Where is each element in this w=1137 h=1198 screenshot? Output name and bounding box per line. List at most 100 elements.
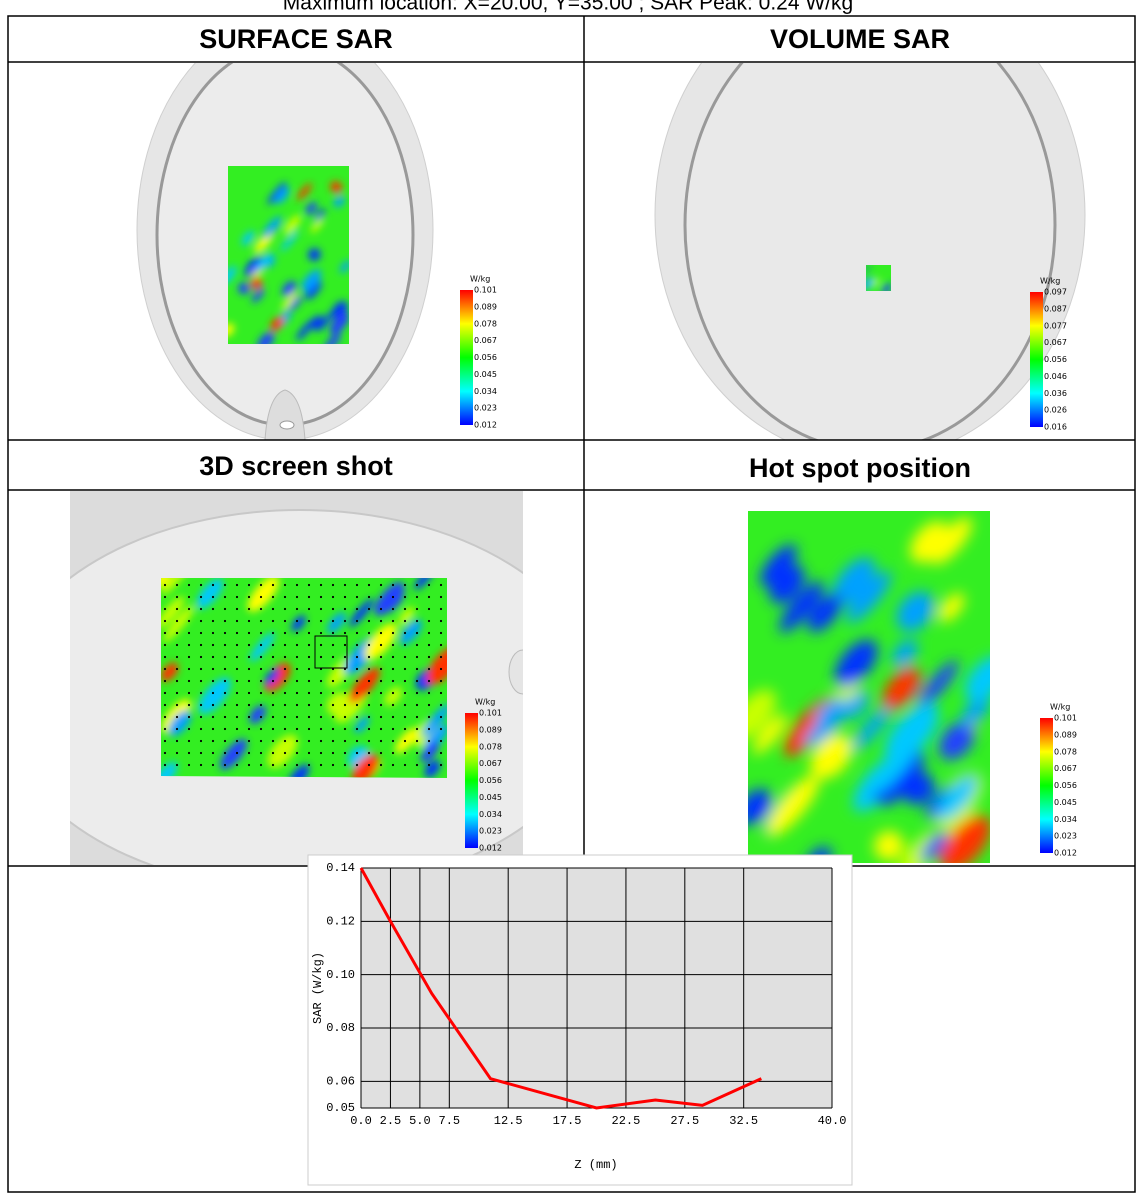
colorbar [1030,292,1043,427]
probe-dot [427,643,431,647]
probe-dot [319,619,323,623]
probe-dot [343,583,347,587]
legend-tick-label: 0.046 [1044,372,1067,381]
map-blob [938,721,975,760]
probe-dot [319,727,323,731]
probe-dot [427,751,431,755]
probe-dot [343,727,347,731]
probe-dot [439,583,443,587]
probe-dot [367,679,371,683]
map-blob [426,646,447,685]
probe-dot [331,655,335,659]
probe-dot [175,631,179,635]
probe-dot [415,703,419,707]
probe-dot [163,679,167,683]
legend-tick-label: 0.012 [1054,849,1077,858]
probe-dot [175,715,179,719]
probe-dot [367,643,371,647]
y-tick-label: 0.12 [326,915,355,929]
probe-dot [331,727,335,731]
probe-dot [247,727,251,731]
map-blob [354,716,370,734]
legend-tick-label: 0.078 [1054,747,1077,756]
probe-dot [223,751,227,755]
probe-dot [175,727,179,731]
map-blob [264,668,279,686]
probe-dot [415,583,419,587]
probe-dot [199,631,203,635]
probe-dot [187,727,191,731]
probe-dot [415,727,419,731]
probe-dot [367,727,371,731]
map-blob [196,578,224,609]
probe-dot [223,739,227,743]
probe-dot [223,583,227,587]
probe-dot [355,655,359,659]
probe-dot [379,607,383,611]
y-tick-label: 0.14 [326,861,355,875]
probe-dot [211,679,215,683]
map-blob [766,775,819,837]
probe-dot [355,679,359,683]
probe-dot [391,751,395,755]
probe-dot [235,763,239,767]
probe-dot [403,655,407,659]
probe-dot [163,727,167,731]
map-blob [241,231,255,246]
y-tick-label: 0.08 [326,1021,355,1035]
probe-dot [331,679,335,683]
probe-dot [199,619,203,623]
probe-dot [223,655,227,659]
probe-dot [319,703,323,707]
map-blob [329,312,349,335]
probe-dot [175,703,179,707]
probe-dot [247,619,251,623]
probe-dot [415,595,419,599]
probe-dot [391,727,395,731]
probe-dot [211,763,215,767]
probe-dot [163,607,167,611]
probe-dot [391,607,395,611]
probe-dot [283,679,287,683]
probe-dot [379,655,383,659]
legend-tick-label: 0.023 [1054,832,1077,841]
probe-dot [295,763,299,767]
probe-dot [283,703,287,707]
map-blob [247,578,280,612]
probe-dot [379,667,383,671]
colorbar [1040,718,1053,853]
legend-tick-label: 0.045 [479,793,502,802]
probe-dot [343,739,347,743]
probe-dot [211,583,215,587]
probe-dot [247,763,251,767]
map-blob [270,316,284,332]
map-blob [249,632,275,662]
probe-dot [259,667,263,671]
probe-dot [439,715,443,719]
probe-dot [163,667,167,671]
probe-dot [163,715,167,719]
probe-dot [367,739,371,743]
probe-dot [163,631,167,635]
map-blob [807,593,843,633]
probe-dot [307,739,311,743]
probe-dot [415,763,419,767]
probe-dot [427,667,431,671]
x-tick-label: 32.5 [729,1114,758,1128]
probe-dot [403,691,407,695]
probe-dot [391,739,395,743]
probe-dot [235,655,239,659]
probe-dot [331,631,335,635]
probe-dot [355,583,359,587]
probe-dot [199,715,203,719]
probe-dot [211,739,215,743]
map-blob [904,773,935,805]
legend-unit: W/kg [1050,703,1070,712]
probe-dot [427,679,431,683]
probe-dot [163,691,167,695]
probe-dot [439,655,443,659]
probe-dot [271,715,275,719]
probe-dot [187,619,191,623]
probe-dot [235,727,239,731]
map-blob [262,216,282,239]
